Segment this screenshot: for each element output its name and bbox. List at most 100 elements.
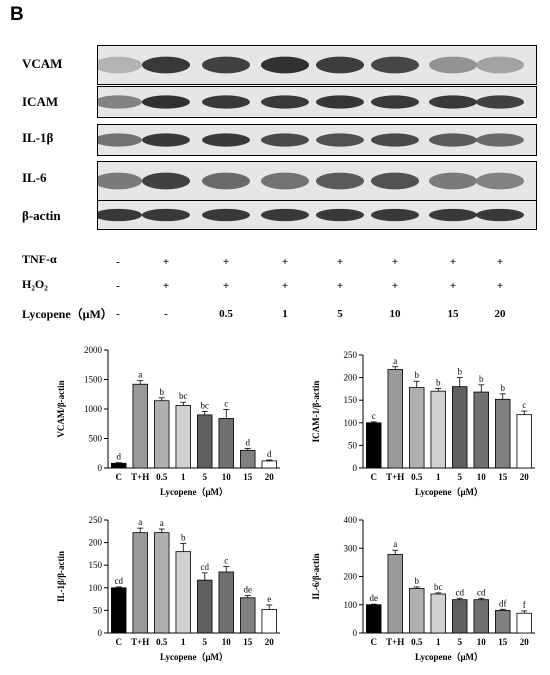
x-axis-label: Lycopene（μM）: [415, 487, 483, 497]
blot-band: [371, 95, 419, 109]
significance-letter: a: [160, 518, 164, 528]
y-tick-label: 0: [98, 463, 103, 473]
blot-band: [142, 95, 190, 109]
bar: [516, 612, 532, 634]
treatment-value: +: [391, 280, 399, 292]
blot-bands: [98, 162, 536, 200]
blot-band: [98, 172, 142, 190]
significance-letter: a: [393, 356, 397, 366]
treatment-value: +: [449, 280, 457, 292]
blot-band: [371, 133, 419, 147]
y-tick-label: 100: [344, 418, 358, 428]
y-tick-label: 2000: [84, 345, 103, 355]
bar: [154, 400, 170, 469]
x-tick-label: 15: [243, 472, 253, 482]
significance-letter: a: [138, 370, 142, 380]
blot-band: [98, 95, 142, 109]
treatment-value: 5: [337, 308, 343, 320]
significance-letter: bc: [201, 400, 210, 410]
blot-label-il1b: IL-1β: [22, 130, 54, 145]
significance-letter: d: [267, 449, 272, 459]
bar: [132, 383, 148, 469]
blot-band: [476, 208, 524, 222]
bar: [495, 610, 511, 634]
bar: [516, 414, 532, 469]
bar: [111, 587, 127, 634]
blot-band: [261, 95, 309, 109]
x-tick-label: 1: [181, 472, 186, 482]
treatment-value: +: [496, 280, 504, 292]
blot-band: [98, 208, 142, 222]
treatment-value: 20: [494, 308, 506, 320]
bar: [473, 599, 489, 634]
x-tick-label: 20: [265, 637, 275, 647]
x-tick-label: C: [116, 472, 123, 482]
blot-band: [316, 56, 364, 74]
significance-letter: f: [523, 600, 526, 610]
blot-band: [371, 172, 419, 190]
significance-letter: c: [224, 556, 228, 566]
blot-band: [202, 208, 250, 222]
blot-band: [371, 56, 419, 74]
treatment-value: +: [222, 256, 230, 268]
treatment-value: -: [116, 280, 120, 292]
treatment-value: +: [162, 280, 170, 292]
bar: [387, 369, 403, 469]
significance-letter: c: [224, 399, 228, 409]
significance-letter: cd: [477, 587, 486, 597]
blot-band: [202, 172, 250, 190]
blot-strip-icam: [97, 86, 537, 118]
blot-band: [371, 208, 419, 222]
blot-band: [476, 172, 524, 190]
y-tick-label: 1500: [84, 375, 103, 385]
y-tick-label: 500: [89, 434, 103, 444]
blot-band: [202, 95, 250, 109]
y-tick-label: 50: [348, 440, 358, 450]
significance-letter: c: [522, 400, 526, 410]
treat-label-tnf: TNF-α: [22, 252, 57, 266]
blot-band: [316, 172, 364, 190]
chart-il1b: 0 50 100 150 200 250 IL-1β/β-actin cd Ca T+H a 0.5 b…: [56, 515, 280, 662]
panel-letter: B: [10, 4, 24, 25]
x-tick-label: T+H: [386, 637, 404, 647]
blot-band: [261, 56, 309, 74]
blot-band: [429, 133, 477, 147]
bar: [452, 599, 468, 634]
bar: [175, 551, 191, 634]
blot-strip-actin: [97, 200, 537, 230]
y-tick-label: 150: [344, 395, 358, 405]
blot-band: [476, 56, 524, 74]
y-tick-label: 100: [344, 600, 358, 610]
bar: [430, 593, 446, 634]
chart-il6: 0 100 200 300 400 IL-6/β-actin de Ca T+H b 0.5 bc 1 c…: [311, 515, 535, 662]
x-tick-label: T+H: [131, 637, 149, 647]
blot-strip-il6: [97, 161, 537, 201]
y-tick-label: 0: [353, 628, 358, 638]
y-tick-label: 250: [89, 515, 103, 525]
blot-band: [261, 133, 309, 147]
x-tick-label: 15: [243, 637, 253, 647]
significance-letter: b: [181, 533, 186, 543]
treatment-value: +: [391, 256, 399, 268]
bar: [495, 398, 511, 469]
treat-label-lycopene: Lycopene（μM）: [22, 307, 113, 321]
blot-band: [316, 133, 364, 147]
blot-band: [476, 95, 524, 109]
significance-letter: a: [138, 517, 142, 527]
blot-label-il6: IL-6: [22, 170, 47, 185]
significance-letter: bc: [179, 391, 188, 401]
significance-letter: b: [415, 576, 420, 586]
bar: [366, 604, 382, 634]
x-tick-label: T+H: [386, 472, 404, 482]
blot-band: [429, 56, 477, 74]
bar: [111, 462, 127, 469]
y-axis-label: ICAM-1/β-actin: [311, 381, 321, 443]
bar: [452, 386, 468, 469]
bar: [175, 405, 191, 469]
x-tick-label: 5: [203, 637, 208, 647]
x-tick-label: 15: [498, 472, 508, 482]
y-axis-label: IL-6/β-actin: [311, 553, 321, 599]
x-tick-label: 1: [436, 472, 441, 482]
x-tick-label: 5: [458, 637, 463, 647]
bar: [197, 579, 213, 634]
